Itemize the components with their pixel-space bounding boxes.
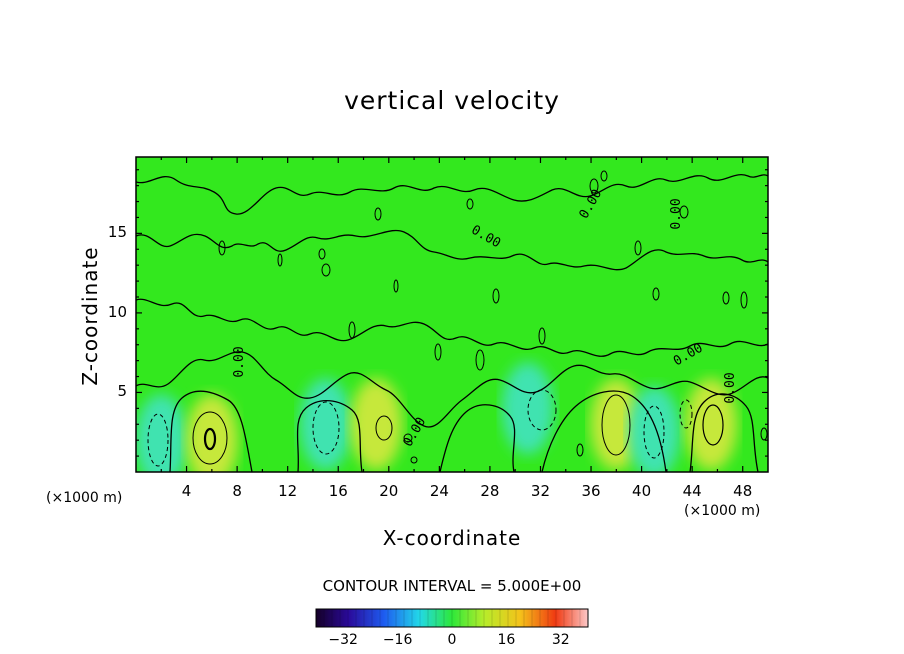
contour-negative-5: [679, 399, 693, 429]
x-axis-label: X-coordinate: [382, 526, 522, 550]
x-tick-label: 4: [181, 482, 192, 500]
x-tick-label: 48: [733, 482, 753, 500]
colorbar: [315, 608, 589, 628]
contour-value-label: 0.00: [669, 198, 684, 229]
contour-column-4: [541, 390, 667, 472]
colorbar-tick-label: 0: [447, 632, 457, 648]
contour-lower: [136, 351, 768, 428]
contour-negative-2: [312, 401, 340, 455]
x-tick-label: 8: [232, 482, 242, 500]
contour-negative-4: [643, 405, 665, 459]
x-tick-label: 24: [429, 482, 449, 500]
downdraft-region: [628, 386, 681, 472]
y-tick-label: 5: [117, 382, 127, 401]
contour-column-3: [439, 404, 516, 472]
x-unit-label-right: (×1000 m): [684, 503, 761, 519]
colorbar-tick-label: 32: [551, 632, 570, 648]
contour-top: [136, 174, 768, 215]
y-tick-label: 10: [107, 302, 127, 321]
chart-title: vertical velocity: [344, 86, 560, 115]
contour-positive-2: [375, 415, 393, 441]
colorbar-tick-label: −16: [382, 632, 413, 648]
x-tick-label: 16: [328, 482, 348, 500]
axis-ticks: [136, 157, 768, 472]
x-tick-label: 20: [379, 482, 399, 500]
contour-mid: [136, 298, 768, 357]
downdraft-region: [299, 378, 352, 471]
x-tick-label: 32: [530, 482, 551, 500]
contour-column-5: [689, 393, 759, 472]
contour-interval-text: CONTOUR INTERVAL = 5.000E+00: [322, 577, 582, 595]
updraft-region: [685, 378, 738, 471]
x-tick-label: 28: [480, 482, 500, 500]
contour-value-label: 0.00: [232, 346, 247, 377]
colorbar-tick-label: −32: [328, 632, 358, 648]
contour-positive-1: [192, 411, 228, 465]
x-tick-label: 44: [682, 482, 702, 500]
contour-column-1: [169, 390, 253, 472]
plot-frame: [135, 156, 769, 473]
updraft-region: [590, 378, 643, 471]
contour-negative-3: [527, 389, 557, 431]
colorbar-segments: [323, 609, 581, 627]
colorbar-tick-label: 16: [497, 632, 516, 648]
y-tick-label: 15: [107, 223, 127, 242]
x-tick-label: 36: [581, 482, 601, 500]
contour-positive-4: [702, 404, 724, 446]
contour-value-label: 0.00: [723, 372, 738, 403]
updraft-region: [185, 394, 238, 472]
contour-lines: [136, 170, 768, 472]
downdraft-region: [501, 362, 554, 455]
contour-positive-3: [601, 394, 631, 456]
x-tick-label: 40: [632, 482, 652, 500]
contour-negative-1: [147, 413, 169, 467]
contour-upper: [136, 229, 768, 271]
contour-positive-1-inner: [203, 427, 217, 451]
contour-column-2: [296, 400, 363, 472]
x-unit-label-left: (×1000 m): [46, 490, 123, 506]
x-tick-label: 12: [278, 482, 298, 500]
downdraft-region: [136, 394, 188, 472]
